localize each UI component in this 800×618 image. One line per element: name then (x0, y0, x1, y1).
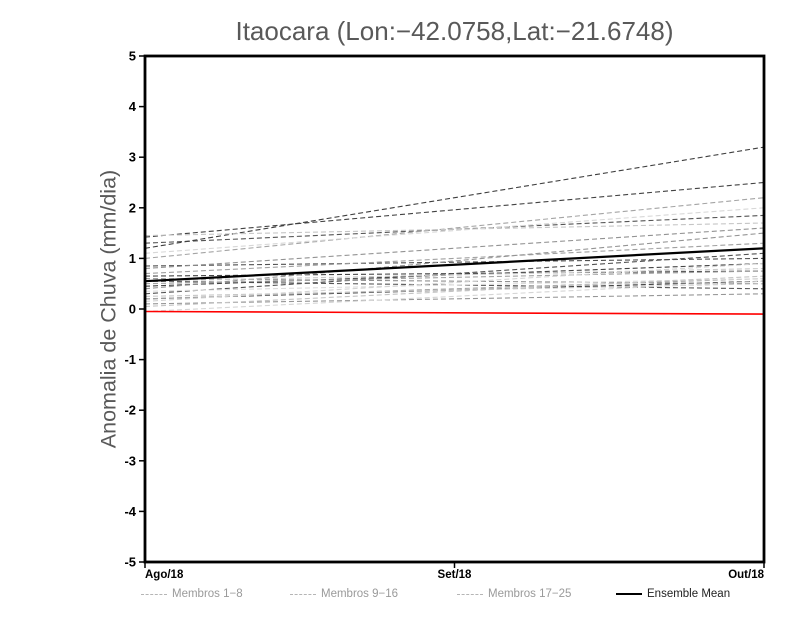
svg-text:-4: -4 (124, 504, 136, 519)
svg-text:Out/18: Out/18 (728, 569, 764, 581)
svg-text:0: 0 (129, 302, 136, 317)
svg-text:-2: -2 (124, 403, 136, 418)
svg-text:5: 5 (129, 49, 136, 64)
svg-text:-1: -1 (124, 352, 136, 367)
svg-text:2: 2 (129, 200, 136, 215)
svg-text:Set/18: Set/18 (438, 569, 472, 581)
svg-text:Ago/18: Ago/18 (145, 569, 184, 581)
svg-text:4: 4 (129, 99, 137, 114)
svg-text:-5: -5 (124, 555, 136, 570)
svg-text:1: 1 (129, 251, 136, 266)
svg-text:3: 3 (129, 150, 136, 165)
svg-text:-3: -3 (124, 453, 136, 468)
